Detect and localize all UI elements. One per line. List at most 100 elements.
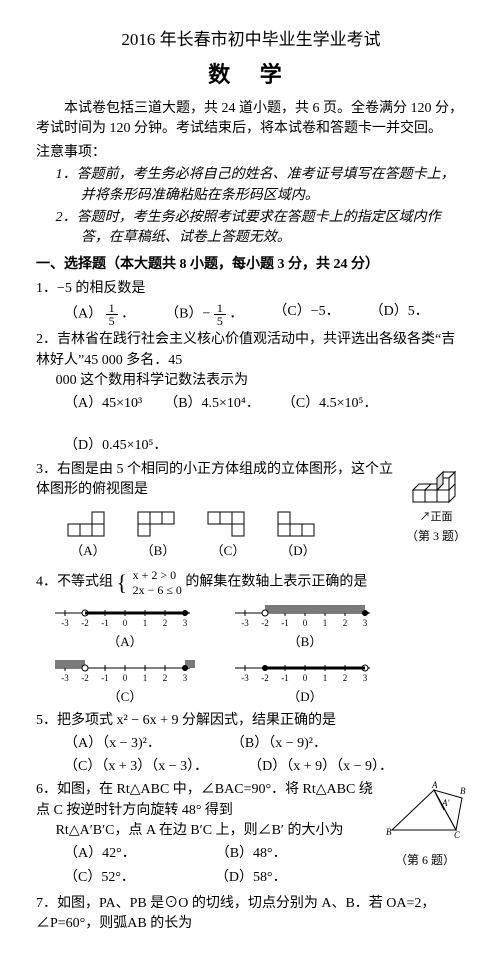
- q3-C-label: （C）: [211, 543, 246, 558]
- question-7: 7．如图，PA、PB 是⊙O 的切线，切点分别为 A、B．若 OA=2，∠P=6…: [36, 894, 466, 935]
- svg-text:2: 2: [163, 618, 168, 628]
- q5-opt-A: （A）（x − 3)²．: [64, 734, 161, 754]
- q1-opt-D: （D）5．: [370, 302, 429, 327]
- q5-opt-B: （B）（x − 9)²．: [231, 734, 327, 754]
- q5-opt-C: （C）（x + 3）（x − 3）．: [64, 757, 208, 777]
- q2-opt-D: （D）0.45×10⁵．: [64, 436, 167, 456]
- q3-figure: ↗正面 （第 3 题）: [406, 460, 466, 545]
- svg-text:1: 1: [143, 673, 148, 683]
- triangle-rotation-icon: ABC B′A′: [384, 780, 466, 844]
- subject-title: 数 学: [36, 59, 466, 91]
- svg-text:3: 3: [183, 618, 188, 628]
- svg-text:0: 0: [303, 673, 308, 683]
- top-view-b-icon: [134, 504, 182, 540]
- q4-D-label: （D）: [230, 688, 380, 707]
- svg-text:A: A: [431, 780, 438, 790]
- question-2: 2．吉林省在践行社会主义核心价值观活动中，共评选出各级各类“吉林好人”45 00…: [36, 330, 466, 456]
- q4-A-label: （A）: [50, 633, 200, 652]
- q5-stem: 5．把多项式 x² − 6x + 9 分解因式，结果正确的是: [36, 711, 466, 731]
- svg-text:-1: -1: [281, 673, 289, 683]
- svg-text:-3: -3: [61, 618, 69, 628]
- top-view-d-icon: [274, 504, 322, 540]
- q3-stem: 3．右图是由 5 个相同的小正方体组成的立体图形，这个立体图形的俯视图是: [36, 460, 466, 501]
- q4-B-label: （B）: [230, 633, 380, 652]
- q6-opt-D: （D）58°．: [215, 868, 287, 888]
- q4-stem-pre: 4．不等式组: [36, 575, 113, 590]
- q3-D-label: （D）: [280, 543, 315, 558]
- q3-arrow-label: 正面: [430, 511, 452, 523]
- svg-text:2: 2: [343, 618, 348, 628]
- exam-title: 2016 年长春市初中毕业生学业考试: [36, 28, 466, 53]
- svg-text:2: 2: [343, 673, 348, 683]
- notice-item-2: 2．答题时，考生务必按照考试要求在答题卡上的指定区域内作答，在草稿纸、试卷上答题…: [36, 208, 466, 249]
- q1-A-pre: （A）: [64, 307, 102, 322]
- svg-text:0: 0: [303, 618, 308, 628]
- q2-stem-l1: 2．吉林省在践行社会主义核心价值观活动中，共评选出各级各类“吉林好人”45 00…: [36, 330, 466, 371]
- q4-opt-A: -3 -2 -1 0 1 2 3 （A）: [50, 601, 200, 652]
- svg-text:3: 3: [363, 618, 368, 628]
- svg-text:2: 2: [163, 673, 168, 683]
- q4-C-label: （C）: [50, 688, 200, 707]
- question-1: 1．−5 的相反数是 （A） 15 ． （B）− 15 ． （C）−5． （D）…: [36, 279, 466, 327]
- svg-text:1: 1: [143, 618, 148, 628]
- q6-opt-C: （C）52°．: [64, 868, 135, 888]
- svg-text:-2: -2: [261, 618, 269, 628]
- question-5: 5．把多项式 x² − 6x + 9 分解因式，结果正确的是 （A）（x − 3…: [36, 711, 466, 778]
- q1-A-post: ．: [121, 307, 135, 322]
- q3-opt-D: （D）: [274, 504, 322, 561]
- cube-figure-icon: [407, 460, 465, 508]
- svg-text:C: C: [454, 830, 461, 840]
- q4-sys-top: x + 2 > 0: [133, 568, 177, 582]
- svg-text:-2: -2: [261, 673, 269, 683]
- q6-opt-A: （A）42°．: [64, 844, 136, 864]
- svg-text:-1: -1: [101, 673, 109, 683]
- q5-opt-D: （D）（x + 9）（x − 9）．: [248, 757, 393, 777]
- q3-B-label: （B）: [141, 543, 176, 558]
- q1-B-pre: （B）−: [165, 307, 210, 322]
- q4-stem-post: 的解集在数轴上表示正确的是: [185, 575, 367, 590]
- svg-text:-1: -1: [101, 618, 109, 628]
- q1-opt-A: （A） 15 ．: [64, 302, 135, 327]
- svg-text:3: 3: [363, 673, 368, 683]
- top-view-c-icon: [204, 504, 252, 540]
- q3-opt-C: （C）: [204, 504, 252, 561]
- svg-text:A′: A′: [441, 798, 450, 808]
- question-3: ↗正面 （第 3 题） 3．右图是由 5 个相同的小正方体组成的立体图形，这个立…: [36, 460, 466, 565]
- numberline-a-icon: -3 -2 -1 0 1 2 3: [50, 601, 200, 631]
- section-1-title: 一、选择题（本大题共 8 小题，每小题 3 分，共 24 分）: [36, 255, 466, 275]
- q3-caption: （第 3 题）: [406, 528, 466, 545]
- q1-B-post: ．: [229, 307, 243, 322]
- brace-icon: {: [117, 573, 128, 593]
- numberline-d-icon: -3-2-10123: [230, 656, 380, 686]
- svg-text:0: 0: [123, 618, 128, 628]
- q1-B-den: 5: [214, 315, 226, 327]
- q7-stem: 7．如图，PA、PB 是⊙O 的切线，切点分别为 A、B．若 OA=2，∠P=6…: [36, 894, 466, 935]
- svg-text:-1: -1: [281, 618, 289, 628]
- q2-stem-l2: 000 这个数用科学记数法表示为: [36, 371, 466, 391]
- q6-caption: （第 6 题）: [384, 852, 466, 869]
- q3-opt-A: （A）: [64, 504, 112, 561]
- svg-text:-2: -2: [81, 618, 89, 628]
- notice-label: 注意事项：: [36, 143, 466, 163]
- svg-text:-3: -3: [241, 618, 249, 628]
- q1-stem: 1．−5 的相反数是: [36, 281, 145, 296]
- q3-opt-B: （B）: [134, 504, 182, 561]
- question-4: 4．不等式组 { x + 2 > 0 2x − 6 ≤ 0 的解集在数轴上表示正…: [36, 568, 466, 706]
- svg-text:-3: -3: [241, 673, 249, 683]
- question-6: ABC B′A′ （第 6 题） 6．如图，在 Rt△ABC 中，∠BAC=90…: [36, 780, 466, 890]
- q4-sys-bot: 2x − 6 ≤ 0: [133, 583, 182, 597]
- q2-opt-B: （B）4.5×10⁴．: [164, 394, 260, 414]
- q4-opt-B: -3-2-10123 （B）: [230, 601, 380, 652]
- svg-text:3: 3: [183, 673, 188, 683]
- top-view-a-icon: [64, 504, 112, 540]
- q3-A-label: （A）: [70, 543, 105, 558]
- q4-opt-D: -3-2-10123 （D）: [230, 656, 380, 707]
- q1-A-den: 5: [106, 315, 118, 327]
- q4-opt-C: -3-2-10123 （C）: [50, 656, 200, 707]
- svg-text:B′: B′: [460, 786, 466, 796]
- numberline-b-icon: -3-2-10123: [230, 601, 380, 631]
- q6-opt-B: （B）48°．: [216, 844, 287, 864]
- intro-text: 本试卷包括三道大题，共 24 道小题，共 6 页。全卷满分 120 分，考试时间…: [36, 99, 466, 140]
- q6-figure: ABC B′A′ （第 6 题）: [384, 780, 466, 869]
- svg-text:0: 0: [123, 673, 128, 683]
